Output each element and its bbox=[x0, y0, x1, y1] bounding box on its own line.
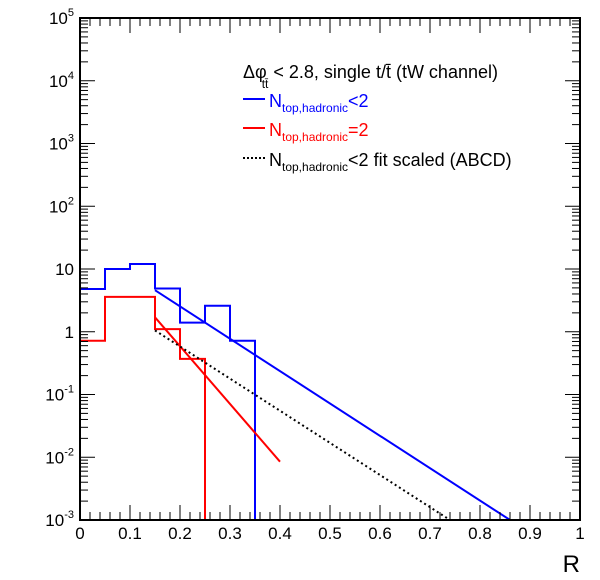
y-tick-label: 10-1 bbox=[45, 384, 74, 405]
fit-layer bbox=[154, 289, 511, 521]
y-tick-label: 1 bbox=[65, 323, 74, 342]
x-tick-label: 0.7 bbox=[418, 524, 442, 543]
fit-line-ntop-eq2 bbox=[154, 316, 281, 463]
legend-header-prefix: Δφ bbox=[243, 62, 267, 82]
fit-line-ntop-lt2 bbox=[154, 289, 511, 521]
x-tick-label: 1 bbox=[575, 524, 584, 543]
histogram-ntop-eq2 bbox=[79, 295, 580, 521]
legend-header-text: < 2.8, single t/t̄ (tW channel) bbox=[268, 62, 498, 82]
fit-line-abcd-scaled bbox=[154, 329, 451, 521]
x-tick-label: 0.3 bbox=[218, 524, 242, 543]
histogram-layer bbox=[79, 263, 580, 521]
y-tick-label: 10-2 bbox=[45, 446, 74, 467]
x-tick-label: 0.2 bbox=[168, 524, 192, 543]
legend-entry-2: Ntop,hadronic=2 bbox=[269, 120, 369, 144]
legend-header: Δφ tt̄ < 2.8, single t/t̄ (tW channel) bbox=[243, 62, 498, 91]
x-tick-label: 0.8 bbox=[468, 524, 492, 543]
axes-layer: 0 0.1 0.2 0.3 0.4 0.5 0.6 0.7 0.8 0.9 1 105 104 103 10… bbox=[45, 7, 584, 543]
legend: Δφ tt̄ < 2.8, single t/t̄ (tW channel) Nt… bbox=[243, 62, 512, 174]
y-tick-label: 105 bbox=[49, 7, 74, 28]
x-tick-label: 0.6 bbox=[368, 524, 392, 543]
x-tick-label: 0 bbox=[75, 524, 84, 543]
y-tick-label: 10 bbox=[55, 260, 74, 279]
x-axis-title: R bbox=[563, 551, 580, 578]
legend-header-sub: tt̄ bbox=[262, 77, 269, 91]
x-tick-label: 0.9 bbox=[518, 524, 542, 543]
legend-entry-3: Ntop,hadronic<2 fit scaled (ABCD) bbox=[269, 150, 512, 174]
x-tick-label: 0.5 bbox=[318, 524, 342, 543]
x-tick-label: 0.4 bbox=[268, 524, 292, 543]
y-tick-label: 10-3 bbox=[45, 509, 74, 530]
y-tick-label: 104 bbox=[49, 70, 74, 91]
x-tick-label: 0.1 bbox=[118, 524, 142, 543]
y-tick-label: 102 bbox=[49, 195, 74, 216]
y-tick-label: 103 bbox=[49, 133, 74, 154]
legend-entry-1: Ntop,hadronic<2 bbox=[269, 91, 369, 115]
